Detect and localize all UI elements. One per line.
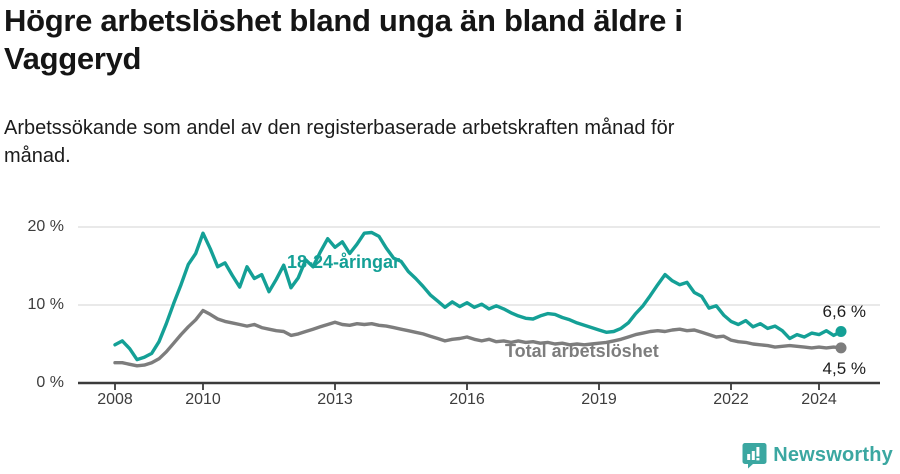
- newsworthy-logo-text: Newsworthy: [773, 444, 893, 466]
- x-tick-label: 2010: [185, 391, 221, 408]
- x-tick-label: 2024: [801, 391, 837, 408]
- x-tick-label: 2019: [581, 391, 617, 408]
- x-tick-label: 2013: [317, 391, 353, 408]
- y-tick-label: 10 %: [27, 296, 64, 313]
- series-end-dot: [835, 326, 847, 338]
- chart-title: Högre arbetslöshet bland unga än bland ä…: [4, 3, 683, 77]
- series-label-total: Total arbetslöshet: [505, 341, 659, 361]
- series-line: [113, 308, 843, 368]
- y-tick-label: 20 %: [27, 218, 64, 235]
- x-tick-label: 2016: [449, 391, 485, 408]
- newsworthy-bubble-chart-icon: [742, 443, 767, 469]
- series-end-dot: [835, 342, 847, 354]
- y-tick-label: 0 %: [36, 374, 64, 391]
- x-tick-label: 2022: [713, 391, 749, 408]
- series-label-youth: 18-24-åringar: [287, 252, 401, 272]
- x-tick-label: 2008: [97, 391, 133, 408]
- newsworthy-logo: Newsworthy: [742, 442, 893, 469]
- chart-subtitle: Arbetssökande som andel av den registerb…: [4, 117, 675, 168]
- end-value-label-youth: 6,6 %: [822, 302, 866, 321]
- end-value-label-total: 4,5 %: [822, 359, 866, 378]
- series-line: [113, 230, 843, 362]
